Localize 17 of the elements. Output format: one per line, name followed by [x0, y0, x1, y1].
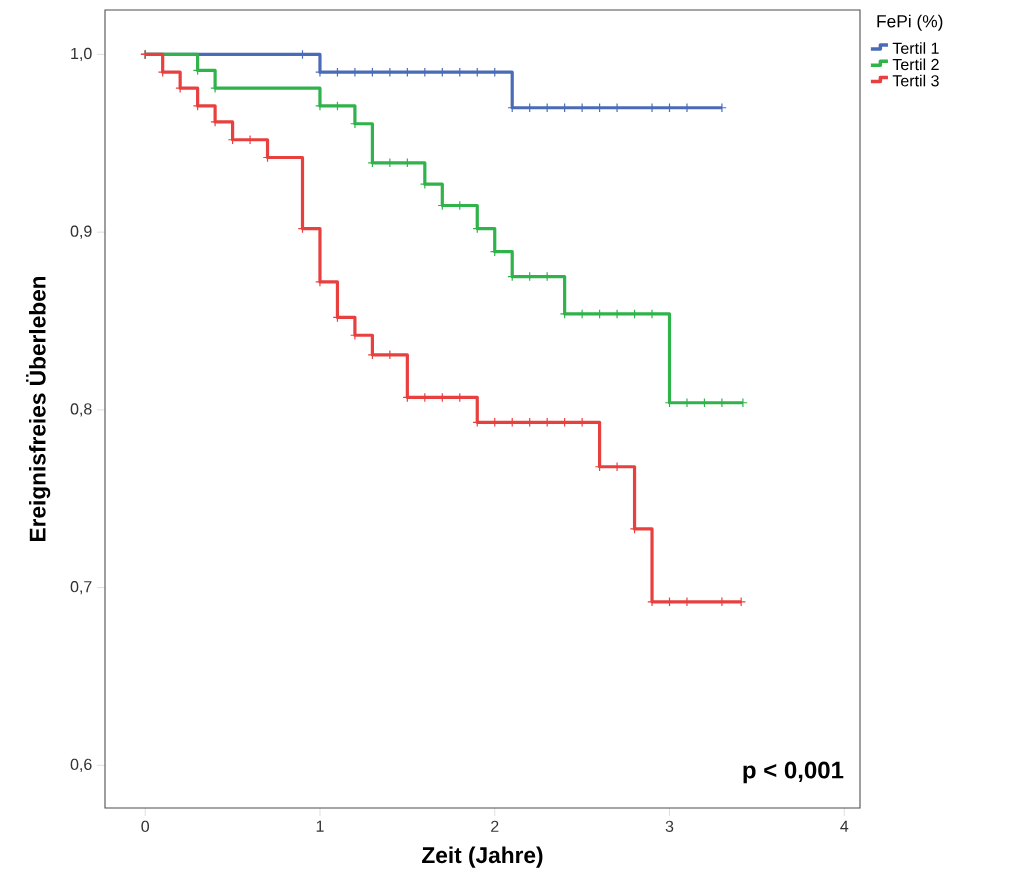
legend-label: Tertil 3 [892, 74, 939, 87]
annotation: p < 0,001 [743, 761, 844, 784]
x-tick-label: 3 [665, 820, 674, 833]
x-axis-title: Zeit (Jahre) [422, 846, 543, 868]
x-tick-label: 0 [141, 820, 150, 833]
legend-title: FePi (%) [877, 14, 943, 31]
y-tick-label: 0,9 [70, 225, 92, 239]
y-axis-title: Ereignisfreies Überleben [26, 276, 51, 541]
legend-label: Tertil 1 [892, 42, 939, 54]
x-tick-label: 4 [840, 820, 849, 832]
y-tick-label: 0,6 [70, 758, 92, 772]
y-tick-label: 0,7 [70, 581, 92, 595]
x-tick-label: 1 [316, 820, 324, 832]
y-tick-label: 1,0 [71, 47, 92, 62]
x-tick-label: 2 [491, 820, 499, 832]
y-tick-label: 0,8 [70, 403, 92, 417]
legend-label: Tertil 2 [892, 58, 939, 71]
